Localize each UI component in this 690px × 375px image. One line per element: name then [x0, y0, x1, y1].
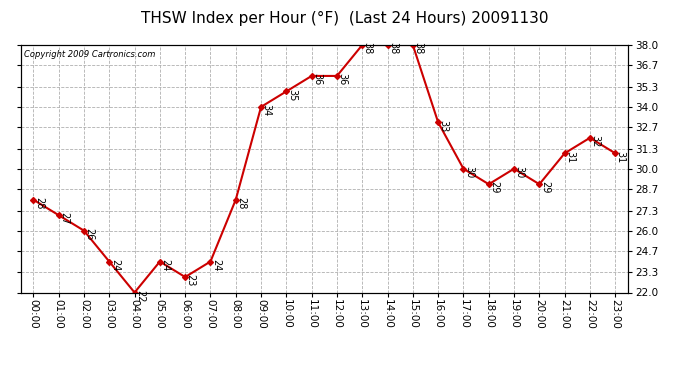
Text: 31: 31 — [615, 150, 626, 163]
Text: Copyright 2009 Cartronics.com: Copyright 2009 Cartronics.com — [23, 50, 155, 59]
Text: 28: 28 — [236, 197, 246, 209]
Text: THSW Index per Hour (°F)  (Last 24 Hours) 20091130: THSW Index per Hour (°F) (Last 24 Hours)… — [141, 11, 549, 26]
Text: 22: 22 — [135, 290, 145, 302]
Text: 30: 30 — [515, 166, 524, 178]
Text: 32: 32 — [591, 135, 600, 147]
Text: 24: 24 — [211, 259, 221, 271]
Text: 38: 38 — [388, 42, 398, 54]
Text: 24: 24 — [160, 259, 170, 271]
Text: 24: 24 — [110, 259, 120, 271]
Text: 29: 29 — [540, 182, 550, 194]
Text: 28: 28 — [34, 197, 44, 209]
Text: 38: 38 — [363, 42, 373, 54]
Text: 27: 27 — [59, 212, 69, 225]
Text: 34: 34 — [262, 104, 272, 116]
Text: 36: 36 — [337, 73, 348, 86]
Text: 23: 23 — [186, 274, 196, 286]
Text: 29: 29 — [489, 182, 500, 194]
Text: 26: 26 — [84, 228, 95, 240]
Text: 33: 33 — [439, 120, 449, 132]
Text: 36: 36 — [312, 73, 322, 86]
Text: 30: 30 — [464, 166, 474, 178]
Text: 35: 35 — [287, 88, 297, 101]
Text: 38: 38 — [413, 42, 424, 54]
Text: 31: 31 — [565, 150, 575, 163]
